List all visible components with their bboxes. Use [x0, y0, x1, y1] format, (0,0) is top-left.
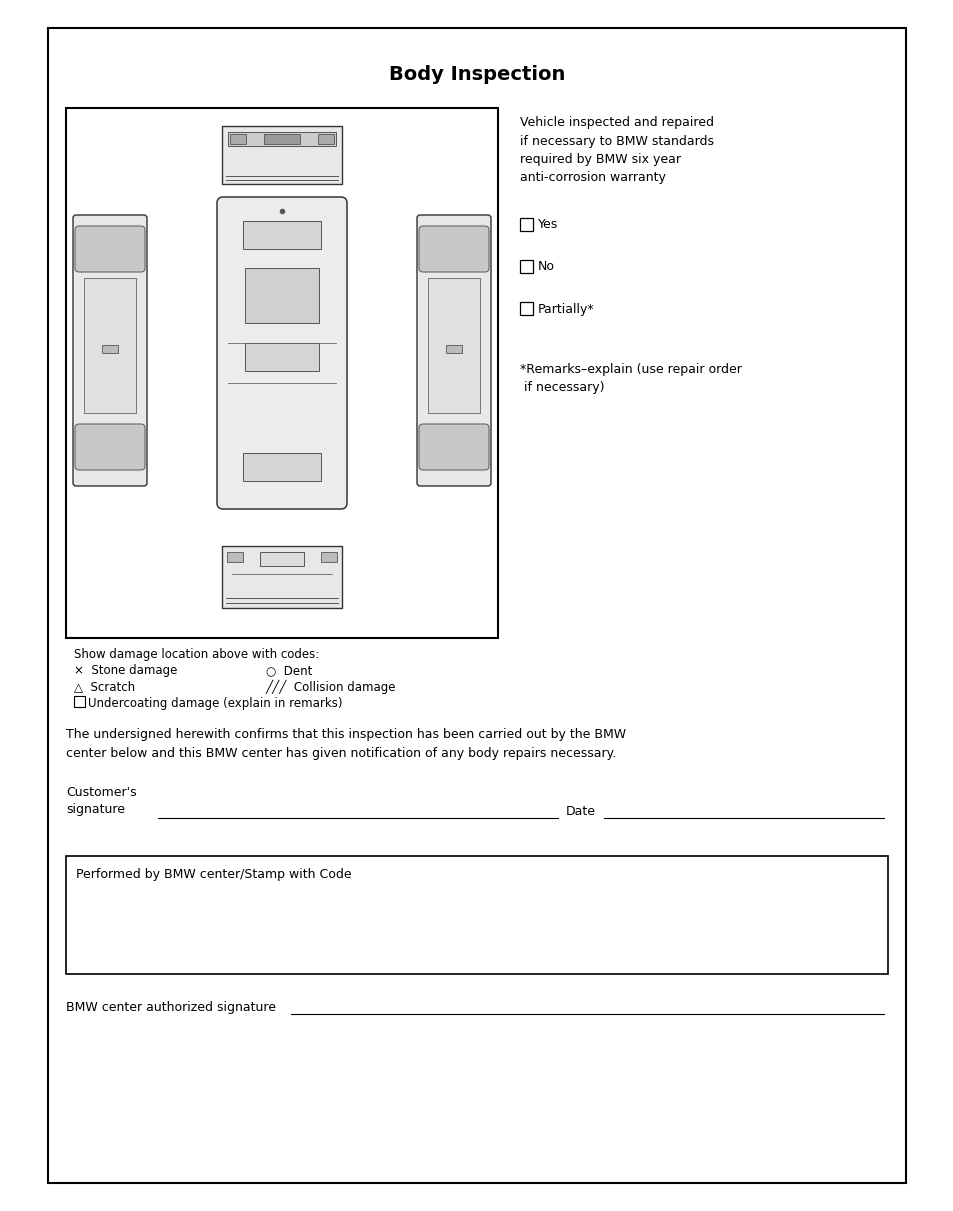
Bar [243, 220, 320, 249]
FancyBboxPatch shape [73, 216, 147, 486]
Text: Undercoating damage (explain in remarks): Undercoating damage (explain in remarks) [88, 698, 342, 710]
Bar [222, 546, 341, 608]
Bar [519, 218, 533, 231]
Bar [245, 343, 318, 371]
Bar [48, 28, 905, 1183]
Text: Show damage location above with codes:: Show damage location above with codes: [74, 648, 319, 661]
Text: Body Inspection: Body Inspection [389, 65, 564, 85]
Text: △  Scratch: △ Scratch [74, 681, 135, 693]
Bar [102, 345, 118, 352]
FancyBboxPatch shape [75, 424, 145, 470]
Bar [317, 134, 334, 144]
Bar [264, 134, 299, 144]
Text: The undersigned herewith confirms that this inspection has been carried out by t: The undersigned herewith confirms that t… [66, 728, 625, 761]
FancyBboxPatch shape [75, 226, 145, 272]
FancyBboxPatch shape [416, 216, 491, 486]
Text: BMW center authorized signature: BMW center authorized signature [66, 1001, 275, 1014]
Bar [74, 696, 85, 707]
Bar [66, 108, 497, 638]
FancyBboxPatch shape [418, 226, 489, 272]
Bar [66, 856, 887, 974]
Bar [228, 132, 335, 147]
Text: Yes: Yes [537, 218, 558, 231]
Bar [230, 134, 246, 144]
Text: Performed by BMW center/Stamp with Code: Performed by BMW center/Stamp with Code [76, 868, 352, 880]
Bar [519, 302, 533, 315]
Bar [519, 260, 533, 272]
Text: Vehicle inspected and repaired
if necessary to BMW standards
required by BMW six: Vehicle inspected and repaired if necess… [519, 116, 713, 184]
Bar [260, 552, 304, 566]
Text: Customer's
signature: Customer's signature [66, 786, 136, 816]
Bar [245, 268, 318, 323]
Bar [222, 126, 341, 184]
Text: ╱╱╱  Collision damage: ╱╱╱ Collision damage [266, 681, 396, 694]
Text: Partially*: Partially* [537, 303, 594, 316]
FancyBboxPatch shape [418, 424, 489, 470]
Text: No: No [537, 260, 555, 274]
FancyBboxPatch shape [216, 197, 347, 509]
Bar [227, 552, 243, 562]
Text: ○  Dent: ○ Dent [266, 664, 312, 677]
Text: Date: Date [565, 805, 596, 817]
Bar [320, 552, 336, 562]
Bar [84, 279, 136, 413]
Bar [428, 279, 479, 413]
Text: ×  Stone damage: × Stone damage [74, 664, 177, 677]
Text: *Remarks–explain (use repair order
 if necessary): *Remarks–explain (use repair order if ne… [519, 363, 741, 395]
Bar [446, 345, 461, 352]
Bar [243, 453, 320, 481]
